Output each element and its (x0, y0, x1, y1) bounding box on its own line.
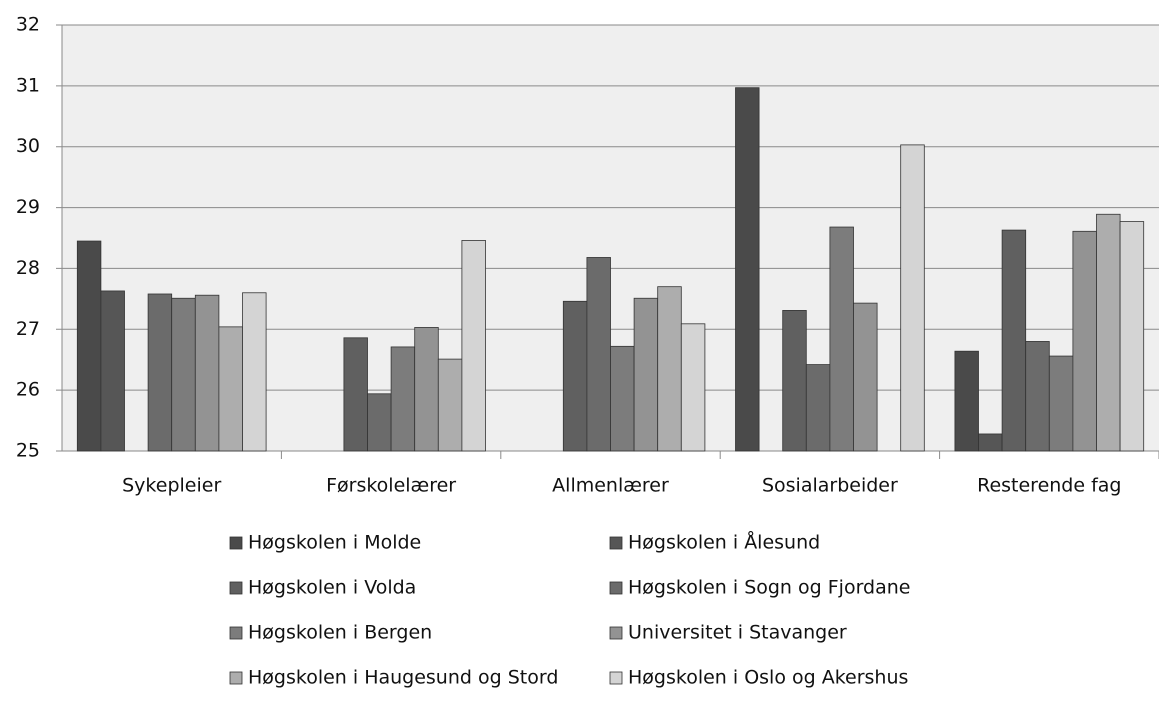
bar (978, 433, 1003, 452)
bar (735, 87, 760, 452)
bar (461, 240, 486, 452)
legend-label: Høgskolen i Sogn og Fjordane (628, 577, 911, 599)
bar (900, 144, 925, 452)
bar (194, 294, 220, 452)
legend-swatch (609, 581, 623, 595)
legend-label: Universitet i Stavanger (628, 622, 847, 644)
x-tick-label: Allmenlærer (552, 475, 669, 497)
y-tick-label: 25 (16, 440, 40, 462)
bar (390, 346, 416, 452)
y-tick-label: 32 (16, 14, 40, 36)
bar (633, 297, 659, 452)
y-tick-label: 29 (16, 196, 40, 218)
bar (218, 326, 243, 452)
legend-swatch (609, 671, 623, 685)
bar (171, 297, 196, 452)
bar (829, 226, 854, 452)
legend-label: Høgskolen i Bergen (248, 622, 432, 644)
legend-swatch (229, 581, 243, 595)
y-tick-label: 27 (16, 318, 40, 340)
bar (680, 323, 706, 452)
y-tick-label: 26 (16, 379, 40, 401)
bar (610, 345, 635, 452)
legend-swatch (609, 626, 623, 640)
y-tick-label: 30 (16, 135, 40, 157)
x-tick-label: Sosialarbeider (762, 475, 898, 497)
bar (657, 286, 682, 452)
bar (1072, 230, 1097, 452)
bar (1119, 221, 1145, 452)
legend-swatch (609, 536, 623, 550)
bar (100, 290, 125, 452)
bar (954, 350, 979, 452)
legend-label: Høgskolen i Ålesund (628, 531, 820, 554)
bar (437, 358, 463, 452)
bar (805, 364, 831, 452)
bar (367, 393, 392, 452)
legend-swatch (229, 671, 243, 685)
legend-label: Høgskolen i Molde (248, 532, 421, 554)
bar (1025, 341, 1050, 452)
bar (147, 293, 173, 452)
y-tick-label: 28 (16, 257, 40, 279)
legend-swatch (229, 536, 243, 550)
legend-label: Høgskolen i Haugesund og Stord (248, 667, 558, 689)
bar (414, 327, 439, 452)
bar (1001, 229, 1027, 452)
x-tick-label: Resterende fag (977, 475, 1121, 497)
bar (782, 310, 807, 452)
bar (1096, 213, 1121, 452)
bar (76, 240, 102, 452)
x-tick-label: Førskolelærer (326, 475, 456, 497)
y-tick-label: 31 (16, 74, 40, 96)
legend-label: Høgskolen i Oslo og Akershus (628, 667, 908, 689)
x-tick-label: Sykepleier (122, 475, 221, 497)
legend-label: Høgskolen i Volda (248, 577, 416, 599)
bar (562, 300, 588, 452)
bar (242, 292, 267, 452)
bar (343, 337, 368, 452)
legend-swatch (229, 626, 243, 640)
bar (586, 257, 611, 452)
bar (1048, 355, 1074, 452)
bar (853, 302, 878, 452)
